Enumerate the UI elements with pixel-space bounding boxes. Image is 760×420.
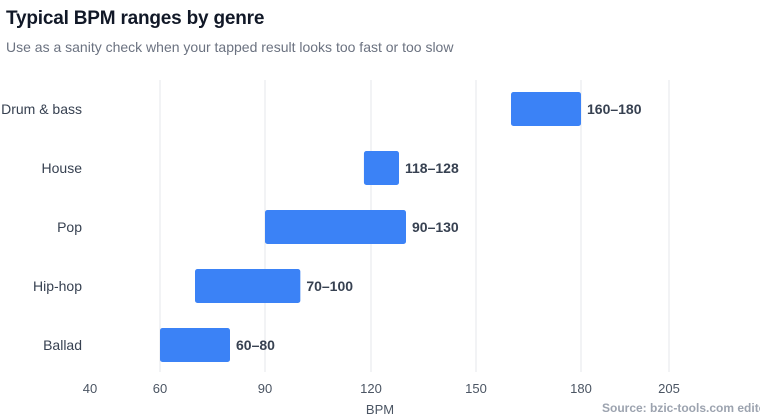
x-tick-label: 90 (258, 381, 272, 396)
range-bar (511, 92, 581, 126)
range-bar (363, 151, 399, 185)
range-value-label: 90–130 (412, 219, 459, 235)
x-tick-label: 60 (153, 381, 167, 396)
range-value-label: 60–80 (236, 337, 275, 353)
chart-text: 40 60 90 120 150 180 205 BPM Drum & bass 160–180 H… (1, 101, 680, 417)
category-label: House (42, 160, 83, 176)
source-note: Source: bzic-tools.com editor (602, 401, 760, 415)
range-value-label: 70–100 (306, 278, 353, 294)
category-label: Pop (57, 219, 82, 235)
x-tick-label: 205 (658, 381, 680, 396)
chart-title: Typical BPM ranges by genre (6, 8, 265, 29)
range-value-label: 118–128 (405, 160, 459, 176)
x-tick-label: 150 (465, 381, 487, 396)
x-tick-label: 120 (360, 381, 382, 396)
range-value-label: 160–180 (587, 101, 642, 117)
x-tick-label: 180 (570, 381, 592, 396)
grid-lines (159, 80, 670, 372)
chart-subtitle: Use as a sanity check when your tapped r… (6, 39, 454, 55)
x-axis-title: BPM (366, 402, 394, 417)
category-label: Ballad (43, 337, 82, 353)
range-bar (195, 269, 301, 303)
range-bar (265, 210, 406, 244)
category-label: Hip-hop (33, 278, 82, 294)
range-bars (160, 92, 581, 362)
x-tick-label: 40 (83, 381, 97, 396)
range-bar (160, 328, 230, 362)
category-label: Drum & bass (1, 101, 82, 117)
